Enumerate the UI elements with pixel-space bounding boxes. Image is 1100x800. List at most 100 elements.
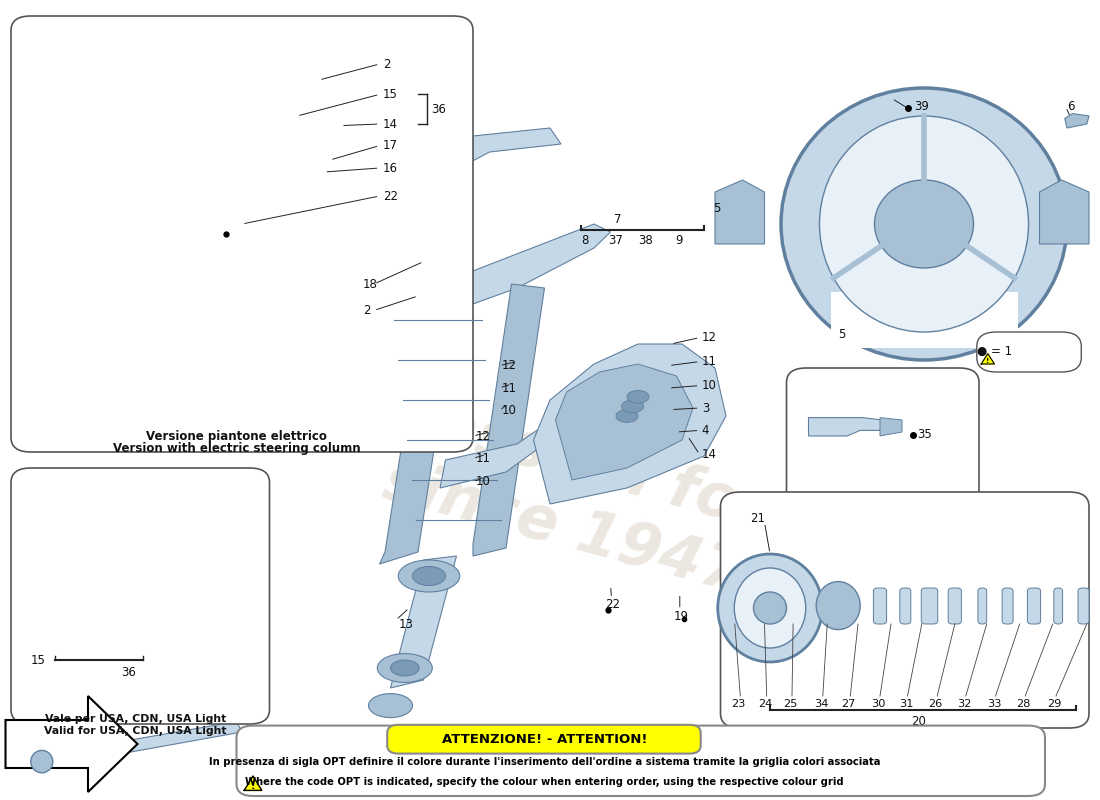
Ellipse shape	[781, 88, 1067, 360]
Text: 36: 36	[121, 666, 136, 678]
Ellipse shape	[616, 410, 638, 422]
Text: Versione piantone elettrico: Versione piantone elettrico	[146, 430, 327, 443]
Text: 9: 9	[675, 234, 683, 246]
Text: 11: 11	[475, 452, 491, 465]
FancyBboxPatch shape	[1027, 588, 1041, 624]
Text: 14: 14	[383, 118, 398, 130]
FancyBboxPatch shape	[387, 725, 701, 754]
Ellipse shape	[377, 654, 432, 682]
Text: 30: 30	[871, 699, 886, 709]
Ellipse shape	[754, 592, 786, 624]
Text: 29: 29	[1047, 699, 1062, 709]
FancyBboxPatch shape	[11, 16, 473, 452]
Text: ● = 1: ● = 1	[977, 345, 1012, 358]
Text: 22: 22	[605, 598, 620, 611]
FancyBboxPatch shape	[720, 492, 1089, 728]
Ellipse shape	[390, 660, 419, 676]
Text: 24: 24	[758, 699, 772, 709]
Text: 28: 28	[1016, 699, 1031, 709]
Text: ATTENZIONE! - ATTENTION!: ATTENZIONE! - ATTENTION!	[442, 733, 647, 746]
Text: 3: 3	[702, 402, 710, 414]
FancyBboxPatch shape	[978, 588, 987, 624]
Text: 36: 36	[431, 103, 447, 116]
Text: 38: 38	[638, 234, 652, 246]
Text: 4: 4	[702, 424, 710, 437]
Ellipse shape	[120, 153, 221, 239]
Text: 12: 12	[475, 430, 491, 442]
Polygon shape	[66, 120, 341, 280]
Text: 35: 35	[917, 428, 932, 441]
Ellipse shape	[176, 174, 209, 194]
FancyBboxPatch shape	[786, 368, 979, 532]
Bar	[830, 292, 1018, 348]
Polygon shape	[39, 96, 220, 312]
Text: 31: 31	[899, 699, 913, 709]
Text: 37: 37	[608, 234, 624, 246]
Text: 26: 26	[928, 699, 943, 709]
Text: 17: 17	[383, 139, 398, 152]
Text: 2: 2	[363, 304, 371, 317]
Text: 13: 13	[398, 618, 414, 630]
Text: 23: 23	[732, 699, 746, 709]
Text: 21: 21	[750, 512, 766, 525]
Text: !: !	[987, 358, 989, 364]
Text: 7: 7	[614, 213, 622, 226]
Text: passion for
since 1947: passion for since 1947	[370, 385, 774, 607]
Text: Version with electric steering column: Version with electric steering column	[112, 442, 361, 455]
Text: 6: 6	[1067, 100, 1075, 113]
FancyBboxPatch shape	[922, 588, 937, 624]
Polygon shape	[534, 344, 726, 504]
Polygon shape	[244, 776, 262, 790]
Polygon shape	[1040, 180, 1089, 244]
Text: 33: 33	[987, 699, 1001, 709]
FancyBboxPatch shape	[236, 726, 1045, 796]
Polygon shape	[220, 120, 374, 256]
FancyBboxPatch shape	[900, 588, 911, 624]
Text: 10: 10	[475, 475, 491, 488]
FancyBboxPatch shape	[11, 468, 270, 724]
Polygon shape	[440, 376, 616, 488]
Ellipse shape	[621, 400, 643, 413]
Text: 16: 16	[383, 162, 398, 174]
Polygon shape	[39, 722, 242, 768]
Polygon shape	[429, 224, 610, 320]
Polygon shape	[16, 480, 182, 640]
Polygon shape	[55, 624, 143, 644]
Text: 8: 8	[581, 234, 589, 246]
Ellipse shape	[121, 175, 176, 209]
Ellipse shape	[319, 176, 352, 192]
FancyBboxPatch shape	[1002, 588, 1013, 624]
Text: Valid for USA, CDN, USA Light: Valid for USA, CDN, USA Light	[44, 726, 227, 736]
Text: 12: 12	[502, 359, 517, 372]
Polygon shape	[390, 556, 456, 688]
Polygon shape	[16, 384, 82, 420]
Polygon shape	[379, 272, 462, 564]
Text: !: !	[251, 781, 255, 790]
Text: 10: 10	[702, 379, 717, 392]
Polygon shape	[556, 364, 693, 480]
Text: 34: 34	[814, 699, 828, 709]
FancyBboxPatch shape	[873, 588, 887, 624]
Polygon shape	[28, 284, 77, 396]
Ellipse shape	[735, 568, 805, 648]
Text: In presenza di sigla OPT definire il colore durante l'inserimento dell'ordine a : In presenza di sigla OPT definire il col…	[209, 757, 880, 766]
Polygon shape	[1065, 114, 1089, 128]
Text: 12: 12	[702, 331, 717, 344]
Text: 11: 11	[502, 382, 517, 394]
Text: 2: 2	[383, 58, 390, 70]
Text: Where the code OPT is indicated, specify the colour when entering order, using t: Where the code OPT is indicated, specify…	[245, 778, 844, 787]
Polygon shape	[808, 418, 882, 436]
Ellipse shape	[368, 694, 412, 718]
Text: 19: 19	[673, 610, 689, 622]
Ellipse shape	[627, 390, 649, 403]
Text: 32: 32	[957, 699, 971, 709]
Text: 15: 15	[383, 88, 398, 101]
Text: 15: 15	[31, 654, 46, 666]
Text: 27: 27	[842, 699, 856, 709]
FancyBboxPatch shape	[977, 332, 1081, 372]
Polygon shape	[385, 224, 462, 272]
FancyBboxPatch shape	[948, 588, 961, 624]
Ellipse shape	[816, 582, 860, 630]
Polygon shape	[981, 354, 994, 364]
Polygon shape	[6, 696, 138, 792]
